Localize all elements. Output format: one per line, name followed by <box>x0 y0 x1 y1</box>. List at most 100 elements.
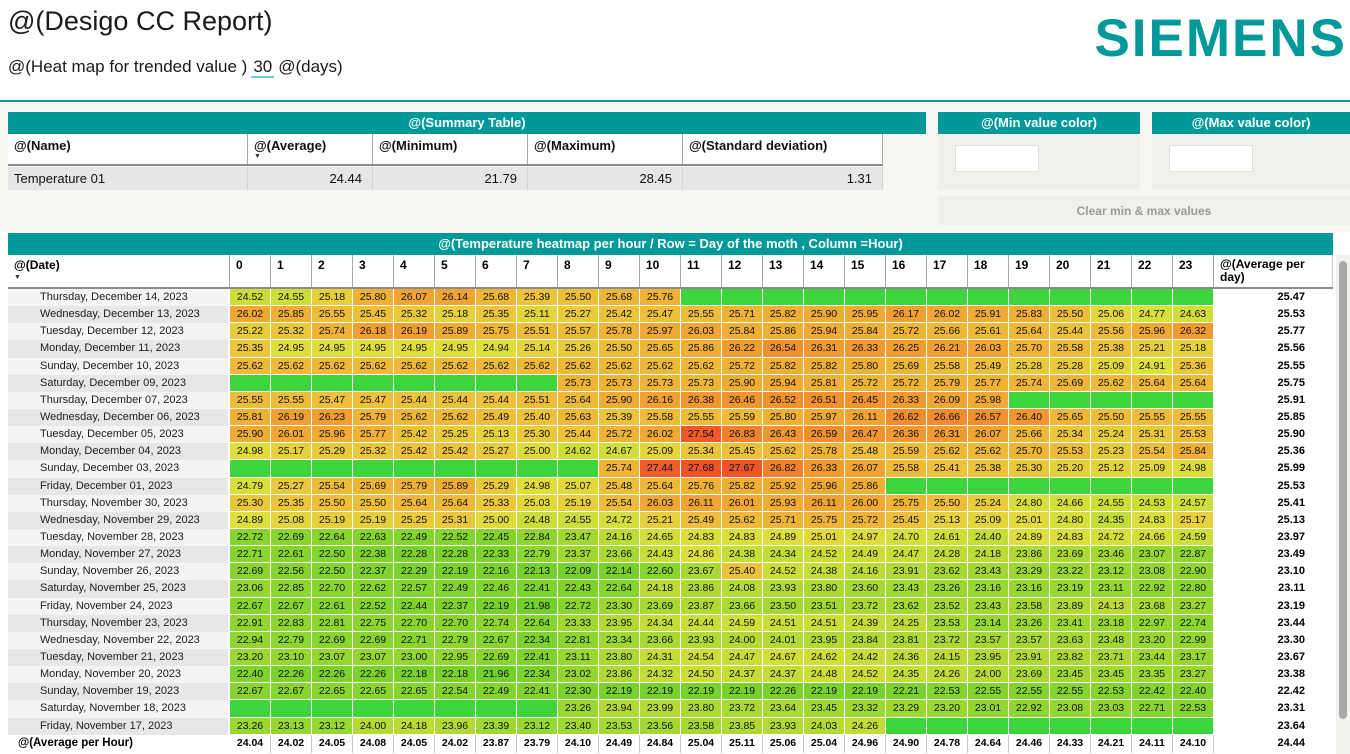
heatmap-cell: 22.41 <box>517 648 558 667</box>
heatmap-cell: 25.48 <box>599 477 640 495</box>
average-per-day-value: 25.13 <box>1214 511 1333 529</box>
heatmap-cell: 22.99 <box>1173 631 1214 649</box>
heatmap-cell: 25.50 <box>558 289 599 307</box>
heatmap-cell: 24.39 <box>845 614 886 632</box>
hour-column-header-4[interactable]: 4 <box>394 255 435 287</box>
sort-desc-icon: ▼ <box>254 153 261 160</box>
heatmap-cell: 24.50 <box>681 666 722 684</box>
heatmap-cell: 25.90 <box>230 426 271 444</box>
hour-column-header-14[interactable]: 14 <box>804 255 845 287</box>
heatmap-cell: 22.46 <box>476 580 517 598</box>
heatmap-cell: 25.78 <box>804 443 845 461</box>
hour-column-header-9[interactable]: 9 <box>599 255 640 287</box>
heatmap-cell: 26.43 <box>763 426 804 444</box>
heatmap-cell: 25.72 <box>886 374 927 392</box>
date-cell: Saturday, December 09, 2023 <box>8 374 230 392</box>
heatmap-cell: 22.21 <box>886 683 927 701</box>
heatmap-cell: 25.86 <box>681 340 722 358</box>
hour-column-header-10[interactable]: 10 <box>640 255 681 287</box>
heatmap-cell: 22.55 <box>1009 683 1050 701</box>
heatmap-cell: 25.62 <box>640 357 681 375</box>
date-column-header[interactable]: @(Date) ▼ <box>8 255 230 287</box>
heatmap-cell: 25.62 <box>927 443 968 461</box>
heatmap-cell: 25.27 <box>476 443 517 461</box>
min-color-input[interactable] <box>955 145 1039 172</box>
hour-column-header-3[interactable]: 3 <box>353 255 394 287</box>
heatmap-cell: 24.97 <box>845 528 886 547</box>
hour-column-header-7[interactable]: 7 <box>517 255 558 287</box>
vertical-scrollbar[interactable] <box>1336 255 1350 754</box>
max-color-input[interactable] <box>1169 145 1253 172</box>
heatmap-cell: 25.93 <box>763 494 804 512</box>
heatmap-cell <box>435 700 476 718</box>
hour-column-header-20[interactable]: 20 <box>1050 255 1091 287</box>
heatmap-cell: 22.19 <box>804 683 845 701</box>
average-per-hour-value: 24.84 <box>640 734 681 753</box>
hour-column-header-17[interactable]: 17 <box>927 255 968 287</box>
hour-column-header-13[interactable]: 13 <box>763 255 804 287</box>
average-per-hour-value: 24.49 <box>599 734 640 753</box>
heatmap-cell <box>1173 717 1214 735</box>
hour-column-header-2[interactable]: 2 <box>312 255 353 287</box>
heatmap-cell: 25.54 <box>1132 443 1173 461</box>
heatmap-cell: 22.19 <box>722 683 763 701</box>
hour-column-header-1[interactable]: 1 <box>271 255 312 287</box>
hour-column-header-21[interactable]: 21 <box>1091 255 1132 287</box>
heatmap-cell: 25.78 <box>599 323 640 341</box>
heatmap-cell: 23.94 <box>599 700 640 718</box>
hour-column-header-19[interactable]: 19 <box>1009 255 1050 287</box>
heatmap-cell: 23.80 <box>804 580 845 598</box>
summary-table: @(Summary Table) @(Name) @(Average) ▼ @(M… <box>8 112 926 190</box>
hour-column-header-6[interactable]: 6 <box>476 255 517 287</box>
heatmap-cell: 26.07 <box>394 289 435 307</box>
heatmap-cell: 25.90 <box>599 391 640 409</box>
hour-column-header-5[interactable]: 5 <box>435 255 476 287</box>
hour-column-header-0[interactable]: 0 <box>230 255 271 287</box>
average-per-hour-value: 24.78 <box>927 734 968 753</box>
hour-column-header-11[interactable]: 11 <box>681 255 722 287</box>
heatmap-cell: 22.67 <box>230 683 271 701</box>
heatmap-cell: 25.01 <box>804 528 845 547</box>
average-per-hour-value: 24.90 <box>886 734 927 753</box>
scrollbar-thumb[interactable] <box>1339 261 1347 719</box>
heatmap-cell: 23.86 <box>599 666 640 684</box>
average-per-day-value: 23.30 <box>1214 631 1333 649</box>
heatmap-cell: 23.29 <box>1009 563 1050 581</box>
hour-column-header-12[interactable]: 12 <box>722 255 763 287</box>
average-per-day-value: 25.75 <box>1214 374 1333 392</box>
summary-col-minimum[interactable]: @(Minimum) <box>373 134 528 164</box>
heatmap-cell: 22.64 <box>312 528 353 547</box>
summary-col-average[interactable]: @(Average) ▼ <box>248 134 373 164</box>
heatmap-cell: 24.52 <box>804 546 845 564</box>
days-value-field[interactable]: 30 <box>251 57 275 78</box>
heatmap-cell: 25.17 <box>1173 511 1214 529</box>
summary-col-std-deviation[interactable]: @(Standard deviation) <box>683 134 883 164</box>
clear-min-max-button[interactable]: Clear min & max values <box>938 196 1350 225</box>
heatmap-cell: 23.82 <box>1050 648 1091 667</box>
heatmap-cell: 22.79 <box>271 631 312 649</box>
hour-column-header-8[interactable]: 8 <box>558 255 599 287</box>
summary-col-name[interactable]: @(Name) <box>8 134 248 164</box>
summary-row[interactable]: Temperature 01 24.44 21.79 28.45 1.31 <box>8 167 883 190</box>
hour-column-header-18[interactable]: 18 <box>968 255 1009 287</box>
heatmap-cell: 22.69 <box>353 631 394 649</box>
heatmap-cell: 23.93 <box>681 631 722 649</box>
heatmap-cell: 24.00 <box>722 631 763 649</box>
hour-column-header-23[interactable]: 23 <box>1173 255 1214 287</box>
heatmap-cell: 25.53 <box>1050 443 1091 461</box>
summary-col-maximum[interactable]: @(Maximum) <box>528 134 683 164</box>
heatmap-cell: 25.29 <box>476 477 517 495</box>
hour-column-header-22[interactable]: 22 <box>1132 255 1173 287</box>
hour-column-header-15[interactable]: 15 <box>845 255 886 287</box>
heatmap-cell: 23.72 <box>845 597 886 615</box>
heatmap-cell: 23.72 <box>927 631 968 649</box>
heatmap-cell: 24.28 <box>927 546 968 564</box>
heatmap-cell: 26.11 <box>804 494 845 512</box>
heatmap-cell: 23.51 <box>804 597 845 615</box>
average-per-hour-value: 24.96 <box>845 734 886 753</box>
heatmap-cell <box>1173 289 1214 307</box>
average-per-day-column-header[interactable]: @(Average per day) <box>1214 255 1333 287</box>
hour-column-header-16[interactable]: 16 <box>886 255 927 287</box>
heatmap-cell: 22.80 <box>1173 580 1214 598</box>
heatmap-cell: 25.44 <box>435 391 476 409</box>
